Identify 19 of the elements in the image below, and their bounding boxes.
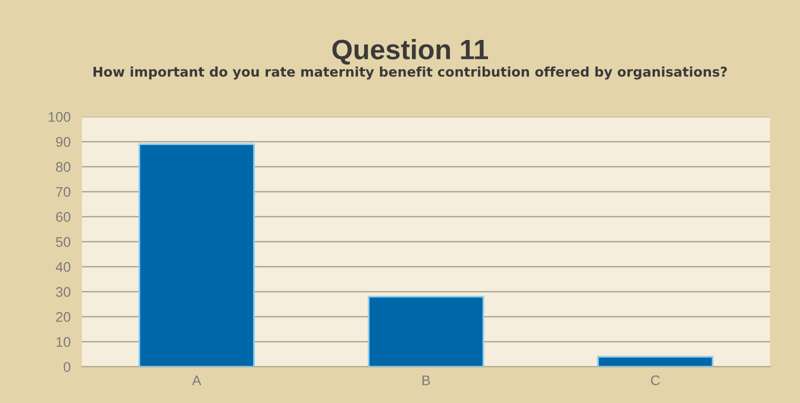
bar xyxy=(368,296,484,367)
y-tick-label: 40 xyxy=(56,262,70,272)
x-tick-label: B xyxy=(422,376,430,386)
bar xyxy=(138,143,255,367)
bar xyxy=(597,356,714,367)
y-tick-label: 50 xyxy=(56,237,70,247)
x-tick-label: C xyxy=(651,375,660,386)
y-tick-label: 70 xyxy=(56,187,70,197)
y-tick-label: 10 xyxy=(56,337,70,347)
x-tick-label: A xyxy=(192,376,202,386)
y-tick-label: 60 xyxy=(56,212,70,222)
chart-subtitle: How important do you rate maternity benefit contribution offered by organisations? xyxy=(94,66,727,80)
chart-title: Question 11 xyxy=(332,39,488,65)
y-tick-label: 90 xyxy=(56,137,70,147)
y-tick-label: 20 xyxy=(56,312,70,322)
y-tick-label: 30 xyxy=(56,287,70,297)
y-tick-label: 100 xyxy=(48,112,70,122)
y-tick-label: 0 xyxy=(64,362,70,372)
y-tick-label: 80 xyxy=(56,162,70,172)
